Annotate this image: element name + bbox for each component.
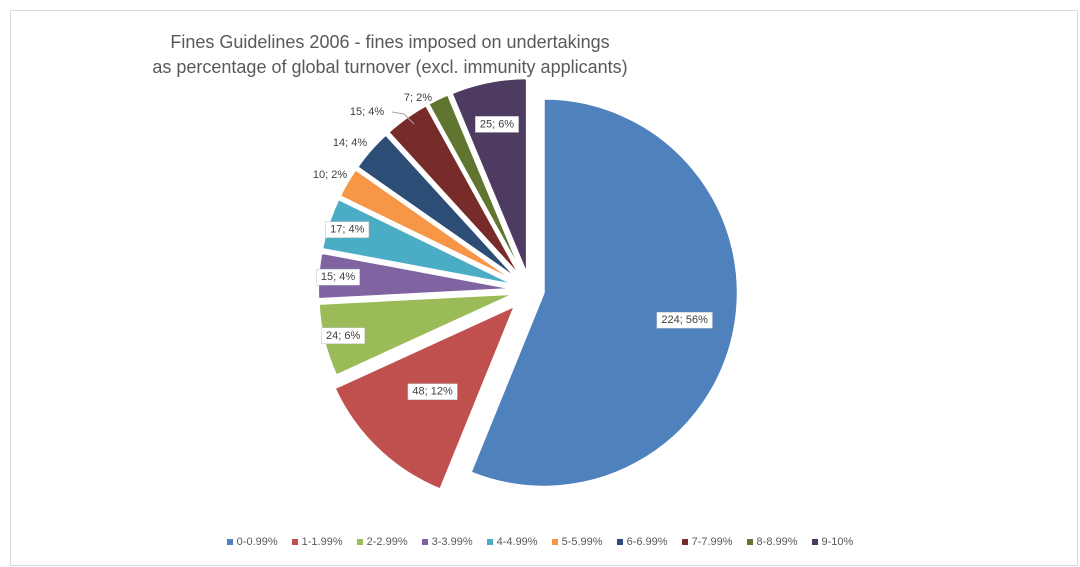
legend-item-5-5.99%: 5-5.99% — [551, 536, 603, 548]
legend-label: 1-1.99% — [301, 536, 343, 548]
legend-label: 6-6.99% — [626, 536, 668, 548]
legend-swatch — [811, 539, 818, 545]
legend-swatch — [486, 539, 493, 545]
chart-legend: 0-0.99% 1-1.99% 2-2.99% 3-3.99% 4-4.99% 5-5.9… — [0, 536, 1080, 548]
data-label-7-7.99%: 15; 4% — [350, 106, 384, 118]
legend-label: 7-7.99% — [691, 536, 733, 548]
legend-label: 5-5.99% — [561, 536, 603, 548]
pie-slice-8-8.99% — [427, 93, 524, 277]
legend-swatch — [616, 539, 623, 545]
pie-slice-5-5.99% — [338, 168, 517, 283]
legend-item-6-6.99%: 6-6.99% — [616, 536, 668, 548]
data-label-box-1-1.99% — [407, 383, 458, 400]
legend-swatch — [421, 539, 428, 545]
legend-item-1-1.99%: 1-1.99% — [291, 536, 343, 548]
legend-label: 9-10% — [821, 536, 854, 548]
legend-item-2-2.99%: 2-2.99% — [356, 536, 408, 548]
legend-label: 8-8.99% — [756, 536, 798, 548]
chart-title-line-1: Fines Guidelines 2006 - fines imposed on… — [170, 32, 610, 52]
pie-slice-0-0.99% — [469, 97, 739, 488]
legend-swatch — [356, 539, 363, 545]
legend-swatch — [226, 539, 233, 545]
data-label-2-2.99%: 24; 6% — [326, 330, 360, 342]
data-label-3-3.99%: 15; 4% — [321, 271, 355, 283]
legend-swatch — [681, 539, 688, 545]
data-label-box-9-10% — [475, 116, 519, 133]
legend-label: 4-4.99% — [496, 536, 538, 548]
legend-label: 3-3.99% — [431, 536, 473, 548]
data-label-box-0-0.99% — [656, 311, 713, 329]
data-label-box-3-3.99% — [316, 268, 360, 286]
legend-label: 2-2.99% — [366, 536, 408, 548]
data-label-1-1.99%: 48; 12% — [412, 386, 453, 398]
pie-slice-7-7.99% — [387, 104, 522, 278]
leader-line — [391, 111, 415, 125]
data-label-4-4.99%: 17; 4% — [330, 224, 364, 236]
legend-item-7-7.99%: 7-7.99% — [681, 536, 733, 548]
data-label-6-6.99%: 14; 4% — [333, 137, 367, 149]
chart-title-line-2: as percentage of global turnover (excl. … — [152, 57, 628, 77]
legend-swatch — [291, 539, 298, 545]
chart-title: Fines Guidelines 2006 - fines imposed on… — [100, 30, 680, 80]
legend-item-9-10%: 9-10% — [811, 536, 854, 548]
legend-item-4-4.99%: 4-4.99% — [486, 536, 538, 548]
data-label-8-8.99%: 7; 2% — [404, 92, 432, 104]
legend-label: 0-0.99% — [236, 536, 278, 548]
data-label-9-10%: 25; 6% — [480, 118, 514, 130]
legend-item-0-0.99%: 0-0.99% — [226, 536, 278, 548]
data-label-5-5.99%: 10; 2% — [313, 169, 347, 181]
legend-item-3-3.99%: 3-3.99% — [421, 536, 473, 548]
legend-swatch — [746, 539, 753, 545]
pie-slice-6-6.99% — [355, 133, 519, 281]
data-label-box-4-4.99% — [325, 221, 370, 238]
data-label-box-2-2.99% — [321, 327, 365, 345]
legend-swatch — [551, 539, 558, 545]
data-label-0-0.99%: 224; 56% — [661, 314, 708, 326]
legend-item-8-8.99%: 8-8.99% — [746, 536, 798, 548]
